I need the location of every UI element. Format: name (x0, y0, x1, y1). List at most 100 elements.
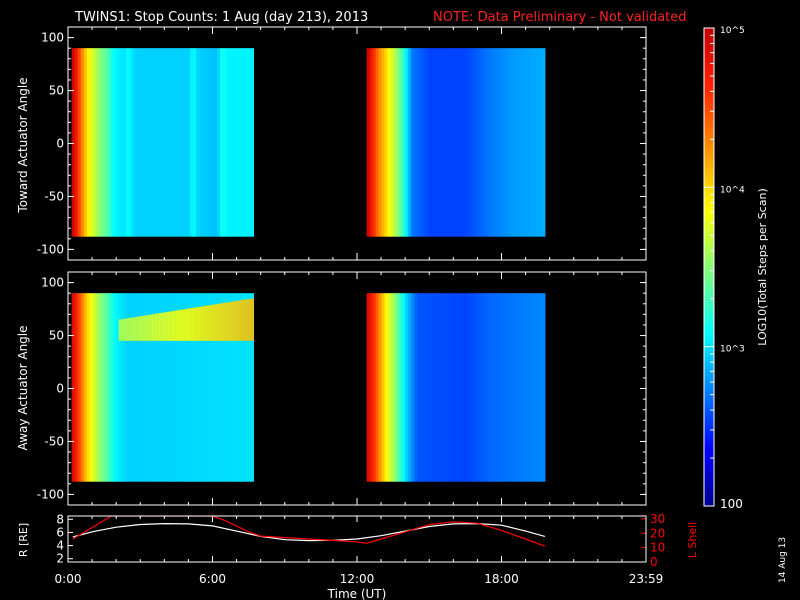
heatmap-cell (408, 293, 412, 482)
heatmap-cell (162, 293, 167, 482)
heatmap-cell (189, 48, 194, 237)
heatmap-band-cell (223, 302, 228, 341)
heatmap-band-cell (135, 316, 140, 341)
heatmap-cell (168, 293, 173, 482)
y-tick-label: 100 (41, 276, 64, 290)
heatmap-band-cell (209, 304, 214, 341)
heatmap-cell (446, 48, 451, 237)
heatmap-cell (479, 48, 484, 237)
heatmap-band-cell (162, 312, 167, 341)
heatmap-cell (488, 293, 492, 482)
heatmap-cell (381, 48, 386, 237)
heatmap-cell (156, 48, 161, 237)
heatmap-cell (482, 293, 487, 482)
heatmap-band-cell (239, 300, 244, 341)
heatmap-cell (80, 293, 85, 482)
y-tick-label: -50 (44, 189, 64, 203)
heatmap-cell (530, 293, 534, 482)
heatmap-cell (223, 48, 227, 237)
heatmap-band-cell (125, 318, 130, 341)
heatmap-cell (417, 293, 421, 482)
heatmap-cell (458, 48, 463, 237)
heatmap-cell (165, 48, 170, 237)
heatmap-cell (162, 48, 167, 237)
y-tick-label: 100 (41, 31, 64, 45)
heatmap-cell (126, 48, 130, 237)
heatmap-cell (89, 293, 94, 482)
heatmap-cell (390, 293, 394, 482)
heatmap-cell (232, 293, 236, 482)
heatmap-cell (214, 48, 218, 237)
heatmap-cell (211, 293, 215, 482)
heatmap-cell (443, 293, 448, 482)
heatmap-cell (491, 48, 495, 237)
heatmap-cell (192, 293, 197, 482)
heatmap-cell (117, 293, 121, 482)
heatmap-cell (449, 48, 454, 237)
y-tick-label: 0 (56, 382, 64, 396)
heatmap-cell (399, 293, 403, 482)
heatmap-cell (101, 293, 106, 482)
heatmap-cell (174, 48, 179, 237)
heatmap-cell (384, 48, 389, 237)
heatmap-cell (186, 293, 191, 482)
heatmap-cell (204, 293, 209, 482)
heatmap-cell (235, 48, 239, 237)
heatmap-band-cell (229, 301, 234, 341)
heatmap-cell (204, 48, 209, 237)
heatmap-cell (434, 48, 439, 237)
heatmap-cell (473, 293, 478, 482)
heatmap-cell (503, 293, 507, 482)
heatmap-cell (171, 293, 176, 482)
heatmap-cell (104, 48, 109, 237)
heatmap-cell (183, 48, 188, 237)
heatmap-band-cell (206, 305, 211, 341)
heatmap-cell (195, 293, 200, 482)
heatmap-cell (521, 293, 525, 482)
heatmap-cell (247, 293, 252, 482)
heatmap-cell (467, 293, 472, 482)
heatmap-band-cell (142, 315, 147, 341)
heatmap-cell (455, 48, 460, 237)
heatmap-cell (123, 293, 127, 482)
heatmap-cell (159, 48, 164, 237)
heatmap-cell (464, 293, 469, 482)
heatmap-cell (120, 293, 124, 482)
heatmap-cell (180, 293, 185, 482)
heatmap-cell (366, 48, 371, 237)
heatmap-cell (192, 48, 197, 237)
heatmap-cell (509, 293, 513, 482)
toward-angle-panel: 100 50 0 -50 -100 (37, 27, 647, 260)
heatmap-cell (440, 48, 445, 237)
heatmap-cell (434, 293, 439, 482)
x-tick-label: 6:00 (199, 572, 226, 586)
heatmap-cell (378, 48, 383, 237)
heatmap-cell (509, 48, 513, 237)
heatmap-cell (408, 48, 412, 237)
heatmap-band-cell (148, 314, 153, 341)
heatmap-band-cell (226, 302, 231, 341)
heatmap-cell (207, 48, 212, 237)
colorbar-tick-label: 10^5 (720, 26, 745, 36)
heatmap-cell (247, 48, 252, 237)
heatmap-cell (120, 48, 124, 237)
heatmap-cell (500, 293, 504, 482)
y-tick-label: 8 (56, 512, 64, 526)
heatmap-cell (201, 293, 206, 482)
heatmap-cell (366, 293, 371, 482)
ephemeris-lines (72, 516, 546, 547)
y-tick-label: 4 (56, 539, 64, 553)
heatmap-cell (220, 48, 224, 237)
toward-ylabel: Toward Actuator Angle (16, 77, 30, 213)
heatmap-cell (530, 48, 534, 237)
lshell-line (72, 516, 546, 547)
heatmap-band-cell (250, 298, 255, 341)
heatmap-cell (452, 293, 457, 482)
heatmap-cell (405, 293, 409, 482)
heatmap-cell (532, 293, 537, 482)
heatmap-cell (420, 48, 424, 237)
heatmap-cell (541, 48, 546, 237)
heatmap-cell (402, 48, 406, 237)
x-tick-label: 0:00 (55, 572, 82, 586)
heatmap-cell (399, 48, 403, 237)
